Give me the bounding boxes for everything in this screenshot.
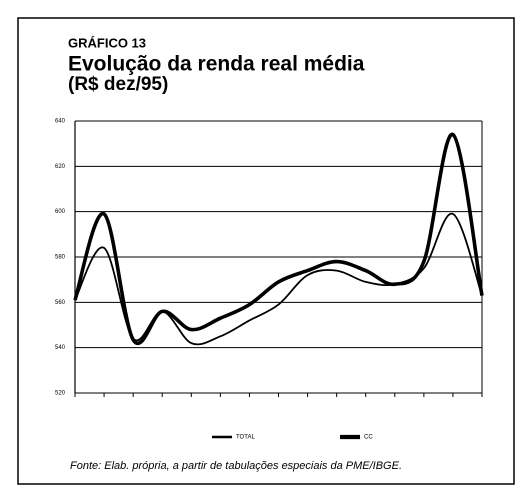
- y-tick-label: 580: [55, 255, 66, 261]
- chart-title: Evolução da renda real média: [68, 53, 365, 76]
- source: Fonte: Elab. própria, a partir de tabula…: [70, 460, 402, 472]
- y-tick-label: 520: [55, 391, 66, 397]
- y-tick-label: 600: [55, 209, 66, 215]
- legend-label: CC: [364, 435, 373, 441]
- y-tick-label: 560: [55, 300, 66, 306]
- y-tick-label: 540: [55, 345, 66, 351]
- frame: [17, 17, 515, 485]
- y-tick-label: 640: [55, 119, 66, 125]
- series-line: [73, 132, 484, 345]
- legend-label: TOTAL: [236, 435, 255, 441]
- chart-label: GRÁFICO 13: [68, 35, 146, 50]
- y-tick-label: 620: [55, 164, 66, 170]
- chart-subtitle: (R$ dez/95): [68, 74, 168, 95]
